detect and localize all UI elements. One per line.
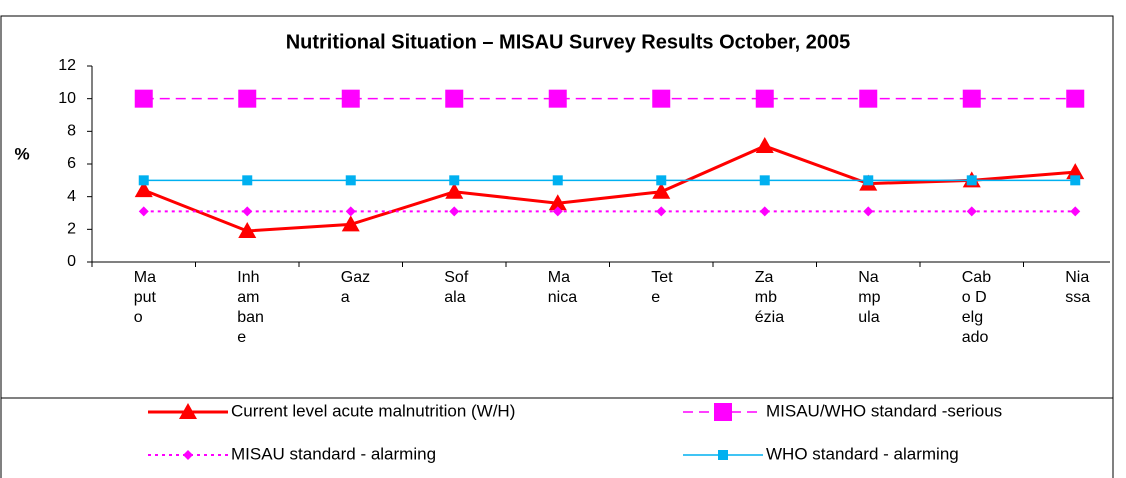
marker <box>962 89 981 108</box>
marker <box>1070 175 1081 186</box>
legend-label: Current level acute malnutrition (W/H) <box>231 401 515 420</box>
marker <box>863 175 874 186</box>
marker <box>859 89 878 108</box>
x-tick-label: Nampula <box>858 269 881 326</box>
marker <box>656 175 667 186</box>
y-tick-label: 4 <box>67 188 76 205</box>
marker <box>755 137 774 154</box>
y-tick-label: 12 <box>58 57 76 74</box>
y-tick-label: 6 <box>67 155 76 172</box>
marker <box>652 182 671 199</box>
marker <box>652 89 671 108</box>
series-line <box>143 144 1076 233</box>
marker <box>714 403 732 421</box>
marker <box>759 206 770 217</box>
marker <box>552 175 563 186</box>
legend-label: MISAU/WHO standard -serious <box>766 401 1002 420</box>
marker <box>863 206 874 217</box>
y-tick-label: 0 <box>67 253 76 270</box>
marker <box>179 403 197 419</box>
marker <box>345 175 356 186</box>
marker <box>445 89 464 108</box>
x-tick-label: Zambézia <box>754 269 785 326</box>
marker <box>966 206 977 217</box>
marker <box>656 206 667 217</box>
marker <box>755 89 774 108</box>
y-tick-label: 2 <box>67 221 76 238</box>
chart-border <box>0 15 1114 478</box>
marker <box>1070 206 1081 217</box>
marker <box>341 89 360 108</box>
x-tick-label: Gaza <box>340 269 371 306</box>
x-tick-label: Manica <box>547 269 578 306</box>
marker <box>1066 163 1085 180</box>
marker <box>183 450 193 460</box>
x-tick-label: Tete <box>651 269 673 306</box>
marker <box>759 175 770 186</box>
marker <box>449 175 460 186</box>
marker <box>1066 89 1085 108</box>
y-tick-label: 10 <box>58 90 76 107</box>
chart-title: Nutritional Situation – MISAU Survey Res… <box>286 31 851 53</box>
marker <box>134 181 153 198</box>
marker <box>548 194 567 211</box>
x-tick-label: Niassa <box>1065 269 1091 306</box>
marker <box>138 206 149 217</box>
marker <box>966 175 977 186</box>
marker <box>341 215 360 232</box>
marker <box>242 175 253 186</box>
y-axis-label: % <box>14 144 29 163</box>
marker <box>242 206 253 217</box>
marker <box>449 206 460 217</box>
legend-label: WHO standard - alarming <box>766 444 959 463</box>
marker <box>548 89 567 108</box>
marker <box>134 89 153 108</box>
x-tick-label: Maputo <box>133 269 156 326</box>
x-tick-label: Cabo Delgado <box>961 269 992 346</box>
marker <box>445 182 464 199</box>
marker <box>138 175 149 186</box>
marker <box>718 450 728 460</box>
y-tick-label: 8 <box>67 123 76 140</box>
marker <box>552 206 563 217</box>
marker <box>345 206 356 217</box>
legend-label: MISAU standard - alarming <box>231 444 436 463</box>
x-tick-label: Sofala <box>444 269 469 306</box>
x-tick-label: Inhambane <box>237 269 264 346</box>
marker <box>238 221 257 238</box>
marker <box>238 89 257 108</box>
